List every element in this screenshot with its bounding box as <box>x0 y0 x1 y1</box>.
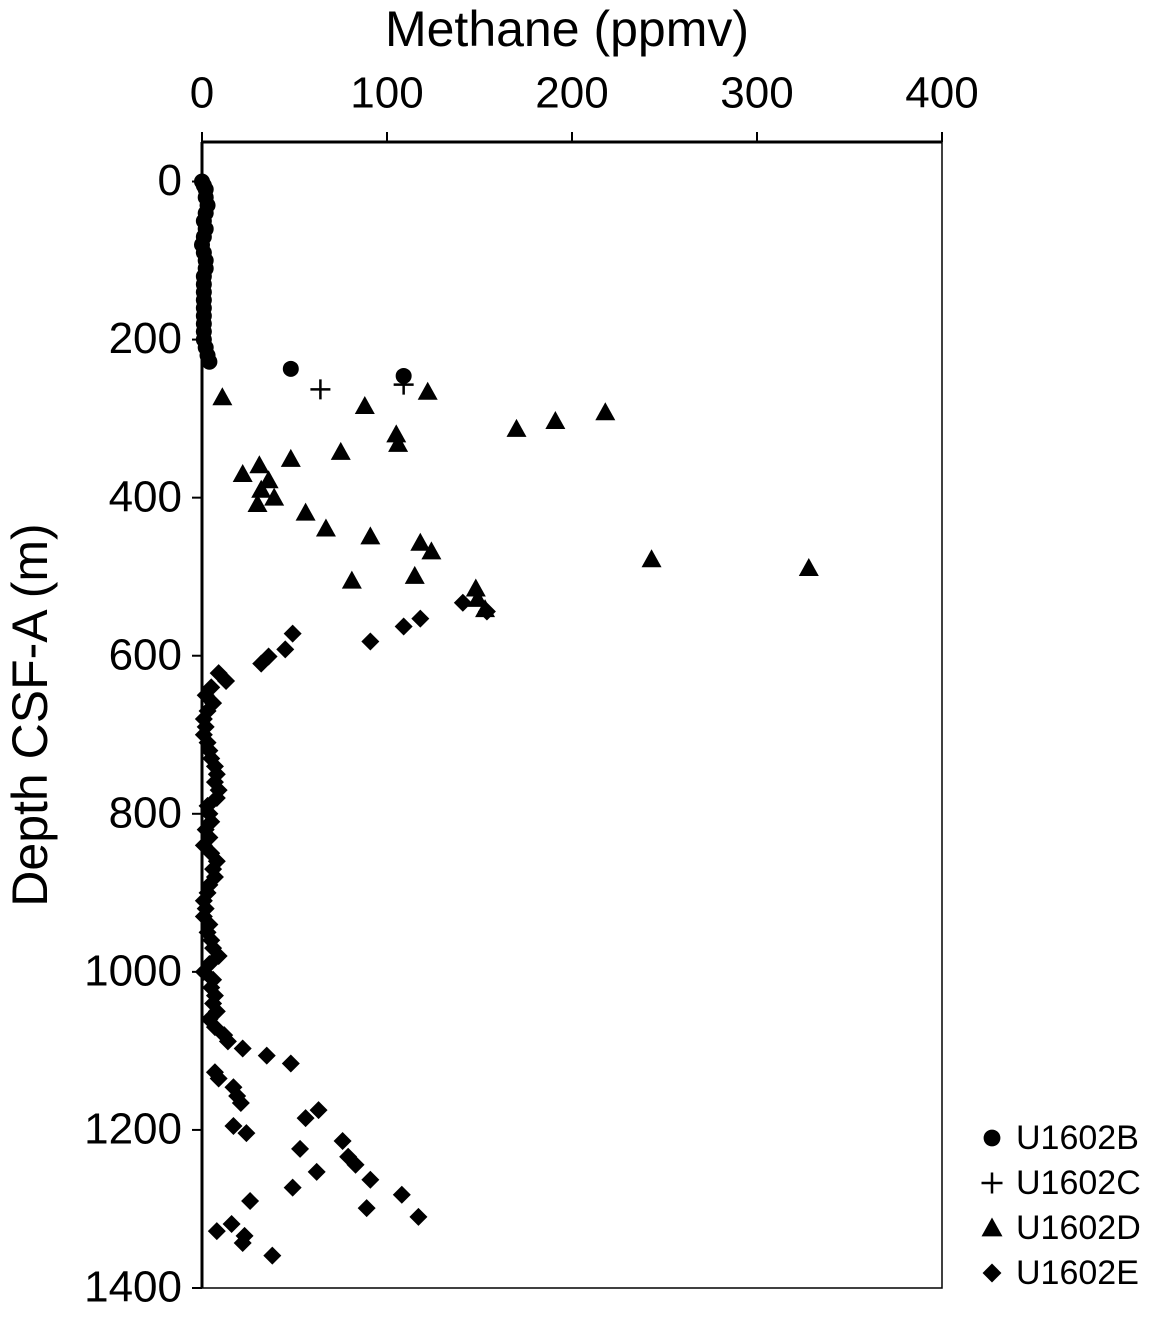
point <box>411 609 430 628</box>
point <box>595 402 616 421</box>
y-tick-label: 1200 <box>84 1105 182 1154</box>
point <box>421 541 442 560</box>
point <box>231 1094 250 1113</box>
point <box>212 387 233 406</box>
point <box>218 1032 237 1051</box>
x-tick-label: 300 <box>720 69 793 118</box>
point <box>295 502 316 521</box>
point <box>453 593 472 612</box>
y-tick-label: 600 <box>109 630 182 679</box>
point <box>417 381 438 400</box>
point <box>249 455 270 474</box>
point <box>393 374 414 395</box>
point <box>357 1199 376 1218</box>
point <box>354 395 375 414</box>
point <box>224 1116 243 1135</box>
point <box>341 570 362 589</box>
point <box>237 1124 256 1143</box>
point <box>251 479 272 498</box>
point <box>477 602 496 621</box>
y-tick-label: 800 <box>109 788 182 837</box>
point <box>394 617 413 636</box>
point <box>330 441 351 460</box>
legend-marker <box>983 1129 1001 1147</box>
x-axis-title: Methane (ppmv) <box>385 1 749 57</box>
y-axis-title: Depth CSF-A (m) <box>2 523 58 906</box>
point <box>276 640 295 659</box>
point <box>409 1207 428 1226</box>
point <box>346 1155 365 1174</box>
y-tick-label: 0 <box>158 156 182 205</box>
y-tick-label: 1400 <box>84 1263 182 1312</box>
point <box>247 493 268 512</box>
point <box>252 654 271 673</box>
legend-label: U1602D <box>1016 1209 1141 1247</box>
point <box>241 1192 260 1211</box>
x-tick-label: 400 <box>905 69 978 118</box>
point <box>309 1101 328 1120</box>
point <box>392 1185 411 1204</box>
legend-label: U1602B <box>1016 1119 1139 1157</box>
point <box>264 487 285 506</box>
point <box>209 1069 228 1088</box>
point <box>506 418 527 437</box>
x-tick-label: 200 <box>535 69 608 118</box>
point <box>296 1109 315 1128</box>
point <box>258 470 279 489</box>
point <box>281 1054 300 1073</box>
point <box>798 557 819 576</box>
point <box>232 463 253 482</box>
point <box>360 526 381 545</box>
point <box>361 632 380 651</box>
y-tick-label: 200 <box>109 314 182 363</box>
point <box>217 672 236 691</box>
point <box>307 1162 326 1181</box>
point <box>222 1214 241 1233</box>
point <box>282 360 299 377</box>
point <box>361 1170 380 1189</box>
point <box>310 379 331 400</box>
legend-marker <box>981 1217 1003 1237</box>
point <box>465 578 486 597</box>
point <box>410 532 431 551</box>
point <box>233 1039 252 1058</box>
point <box>283 624 302 643</box>
point <box>280 448 301 467</box>
point <box>388 433 409 452</box>
plot-frame <box>201 141 943 1289</box>
point <box>467 588 488 607</box>
point <box>207 1222 226 1241</box>
point <box>333 1131 352 1150</box>
legend-label: U1602C <box>1016 1164 1141 1202</box>
legend-marker <box>982 1263 1002 1283</box>
point <box>315 518 336 537</box>
legend-marker <box>981 1172 1003 1194</box>
point <box>545 410 566 429</box>
point <box>263 1246 282 1265</box>
point <box>283 1178 302 1197</box>
point <box>404 565 425 584</box>
point <box>386 424 407 443</box>
point <box>233 1233 252 1252</box>
x-tick-label: 100 <box>350 69 423 118</box>
x-tick-label: 0 <box>190 69 214 118</box>
point <box>201 353 218 370</box>
point <box>291 1139 310 1158</box>
point <box>641 549 662 568</box>
y-tick-label: 1000 <box>84 946 182 995</box>
y-tick-label: 400 <box>109 472 182 521</box>
legend-label: U1602E <box>1016 1254 1139 1292</box>
point <box>257 1046 276 1065</box>
